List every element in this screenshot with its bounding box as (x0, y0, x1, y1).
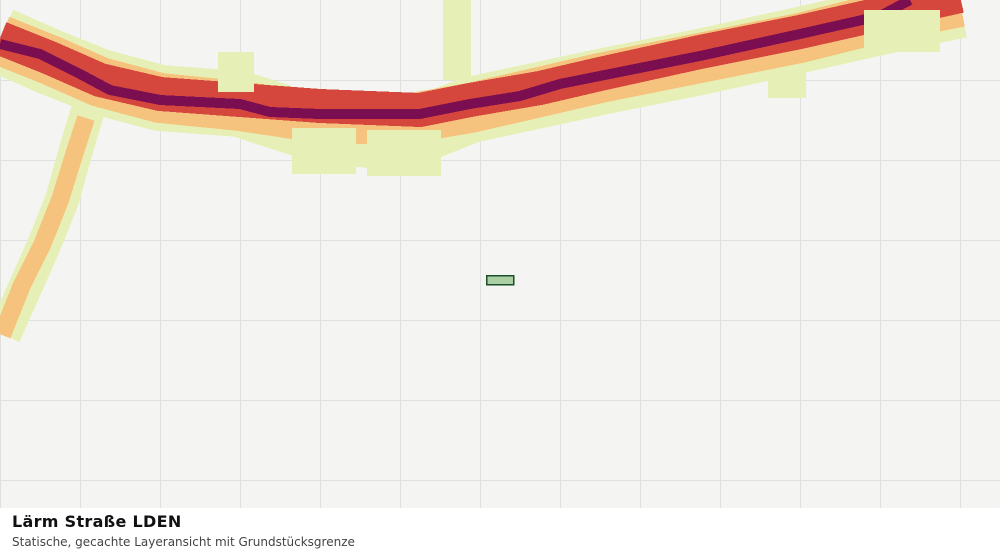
caption-subtitle: Statische, gecachte Layeransicht mit Gru… (12, 535, 355, 549)
noise-patch (864, 10, 940, 52)
noise-patch (768, 70, 806, 98)
map-view (0, 0, 1000, 508)
noise-patch (443, 0, 471, 80)
noise-patch (292, 128, 356, 174)
noise-band-very-high (0, 0, 913, 119)
caption-title: Lärm Straße LDEN (12, 512, 182, 531)
noise-band-mid (0, 115, 95, 339)
noise-patch (218, 52, 254, 92)
parcel-boundary[interactable] (485, 274, 515, 286)
noise-layer (0, 0, 967, 342)
noise-patch (367, 130, 441, 176)
caption: Lärm Straße LDEN Statische, gecachte Lay… (12, 512, 355, 549)
